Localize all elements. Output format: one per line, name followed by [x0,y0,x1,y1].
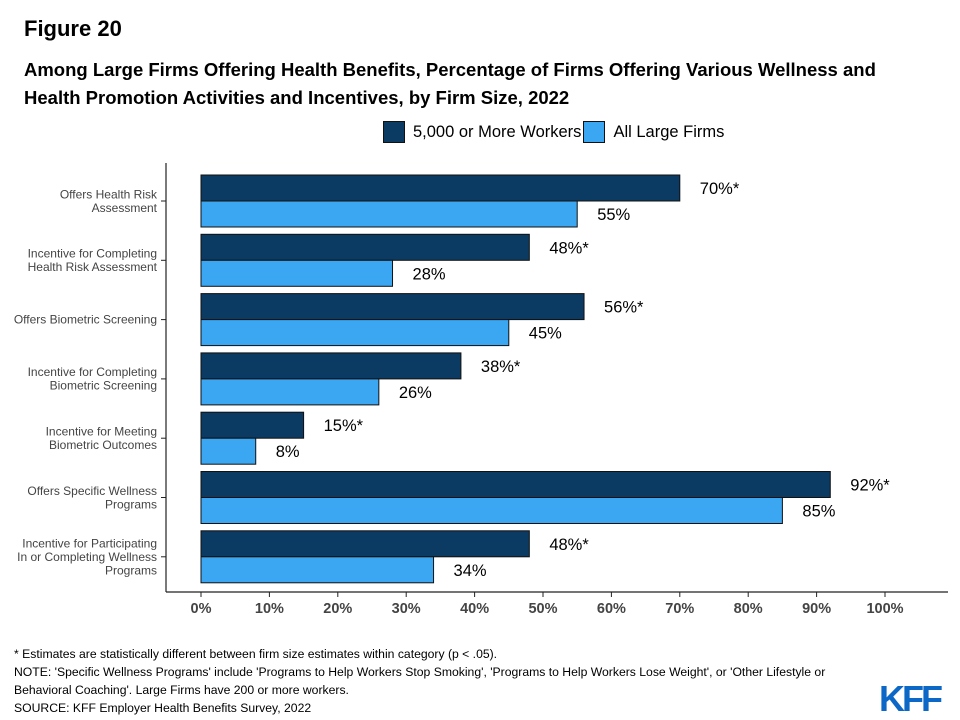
data-label-all-large-firms: 55% [597,206,630,224]
footnote-note-line2: Behavioral Coaching'. Large Firms have 2… [14,683,349,697]
footnote-note-line1: NOTE: 'Specific Wellness Programs' inclu… [14,665,826,679]
category-label-line: Biometric Outcomes [49,438,157,452]
category-label: Incentive for Completing Biometric Screen… [28,365,157,393]
bar-5000-plus [200,530,530,558]
data-label-5000-plus: 48%* [549,239,589,257]
legend-item-all-large-firms: All Large Firms [583,121,724,143]
category-label-line: Incentive for Completing [28,247,157,261]
data-label-all-large-firms: 45% [529,325,562,343]
data-label-all-large-firms: 28% [413,265,446,283]
legend: 5,000 or More Workers All Large Firms [383,119,726,145]
data-label-5000-plus: 48%* [549,536,589,554]
kff-logo: KFF [879,678,943,719]
bar-all-large-firms [200,319,510,347]
category-label: Offers Specific Wellness Programs [27,484,157,512]
category-label-line: In or Completing Wellness [17,550,157,564]
x-tick-label: 80% [734,601,763,617]
data-label-5000-plus: 92%* [850,477,890,495]
category-label-line: Incentive for Meeting [46,424,157,438]
bar-5000-plus [200,233,530,261]
data-label-5000-plus: 15%* [324,417,364,435]
data-label-all-large-firms: 26% [399,384,432,402]
category-label-line: Programs [105,497,157,511]
legend-label-all-large-firms: All Large Firms [613,122,725,141]
x-tick-label: 70% [665,601,694,617]
category-label: Incentive for Completing Health Risk Asse… [28,247,158,275]
x-tick-label: 60% [597,601,626,617]
category-label: Offers Biometric Screening [14,313,157,327]
bar-all-large-firms [200,378,380,406]
legend-item-5000-plus: 5,000 or More Workers [383,121,581,143]
x-tick-label: 0% [191,601,212,617]
category-label-line: Health Risk Assessment [28,260,158,274]
category-label-line: Offers Biometric Screening [14,313,157,327]
bar-all-large-firms [200,200,578,228]
data-label-all-large-firms: 34% [454,562,487,580]
bar-all-large-firms [200,259,394,287]
bar-all-large-firms [200,556,435,584]
footnote-significance: * Estimates are statistically different … [14,647,498,661]
x-tick-label: 90% [802,601,831,617]
footnote-source: SOURCE: KFF Employer Health Benefits Sur… [14,701,312,715]
data-label-5000-plus: 38%* [481,358,521,376]
data-label-5000-plus: 70%* [700,180,740,198]
bar-5000-plus [200,174,681,202]
data-label-5000-plus: 56%* [604,299,644,317]
category-label-line: Incentive for Completing [28,365,157,379]
bar-all-large-firms [200,497,783,524]
bar-5000-plus [200,293,585,321]
data-label-all-large-firms: 8% [276,443,300,461]
category-label-line: Programs [105,563,157,577]
x-tick-label: 20% [323,601,352,617]
legend-swatch-5000-plus [383,121,405,143]
legend-label-5000-plus: 5,000 or More Workers [413,122,582,141]
figure-label: Figure 20 [24,16,122,41]
bar-5000-plus [200,352,462,380]
x-tick-label: 100% [866,601,903,617]
x-tick-label: 30% [392,601,421,617]
bar-5000-plus [200,411,305,439]
x-tick-label: 10% [255,601,284,617]
category-label: Offers Health Risk Assessment [60,187,158,215]
category-label: Incentive for Meeting Biometric Outcomes [46,424,157,452]
x-tick-label: 50% [528,601,557,617]
legend-swatch-all-large-firms [583,121,606,143]
bar-all-large-firms [200,437,257,465]
category-label-line: Biometric Screening [50,379,157,393]
category-label-line: Offers Specific Wellness [27,484,157,498]
category-label-line: Incentive for Participating [22,536,157,550]
bar-5000-plus [200,471,831,498]
category-label: Incentive for Participating In or Complet… [17,536,157,577]
category-label-line: Offers Health Risk [60,187,158,201]
category-label-line: Assessment [92,201,158,215]
data-label-all-large-firms: 85% [802,503,835,521]
x-tick-label: 40% [460,601,489,617]
chart-title: Among Large Firms Offering Health Benefi… [24,59,876,108]
